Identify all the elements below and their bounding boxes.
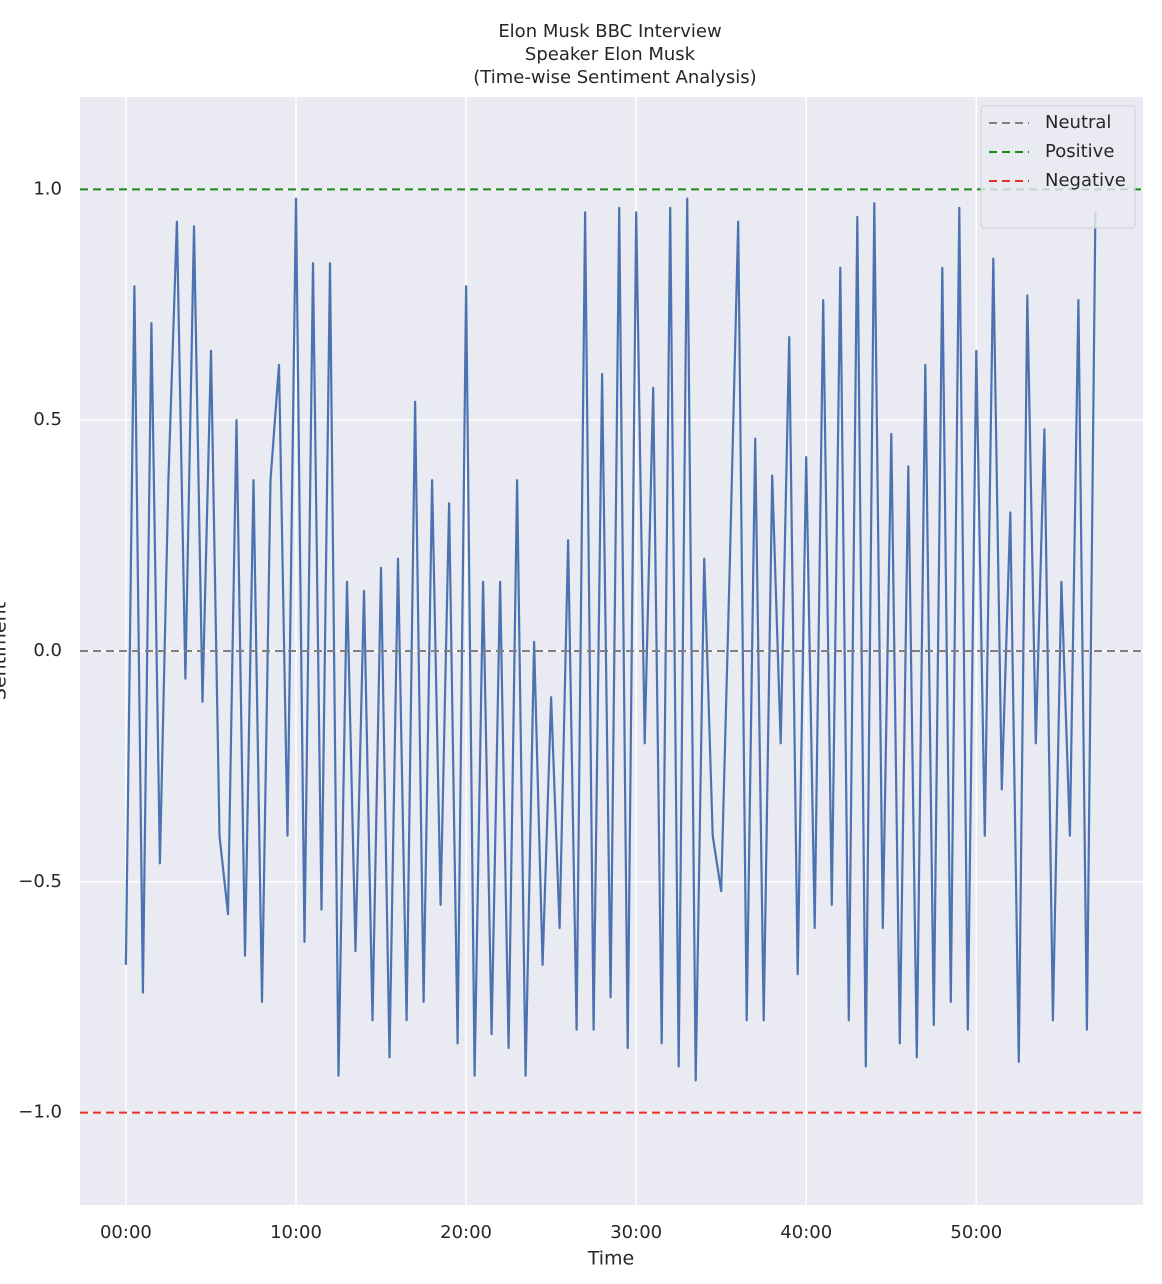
x-tick-label: 40:00 [780, 1222, 832, 1243]
x-tick-label: 00:00 [100, 1222, 152, 1243]
chart-subtitle: (Time-wise Sentiment Analysis) [473, 67, 756, 88]
data-line [124, 197, 1097, 1082]
legend-label: Positive [1045, 141, 1114, 162]
x-tick-label: 10:00 [270, 1222, 322, 1243]
x-tick-label: 50:00 [950, 1222, 1002, 1243]
y-tick-label: −0.5 [18, 871, 62, 892]
y-tick-label: −1.0 [18, 1102, 62, 1123]
x-tick-label: 20:00 [440, 1222, 492, 1243]
y-tick-label: 1.0 [33, 178, 62, 199]
chart-subtitle: Speaker Elon Musk [525, 44, 696, 65]
legend-label: Negative [1045, 170, 1126, 191]
y-axis-label: Sentiment [0, 602, 11, 700]
legend-box [980, 105, 1136, 229]
x-tick-label: 30:00 [610, 1222, 662, 1243]
y-tick-label: 0.0 [33, 640, 62, 661]
y-tick-label: 0.5 [33, 409, 62, 430]
x-axis-label: Time [587, 1248, 635, 1270]
legend-label: Neutral [1045, 112, 1111, 133]
chart-title: Elon Musk BBC Interview [498, 21, 721, 42]
